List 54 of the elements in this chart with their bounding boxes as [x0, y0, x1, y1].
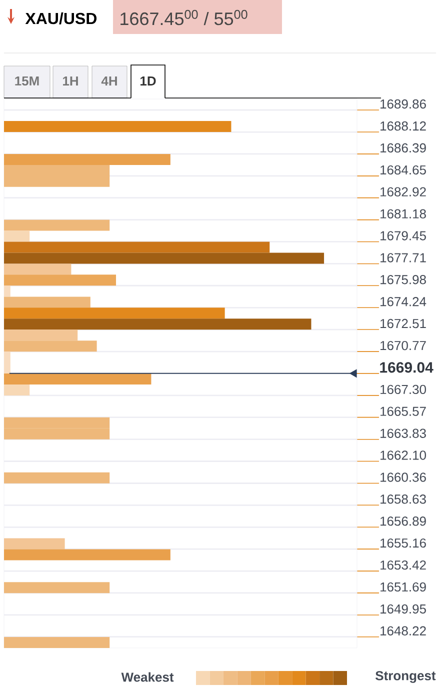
bar	[4, 296, 90, 308]
y-tick-label: 1686.39	[380, 143, 426, 153]
y-tick-label: 1689.86	[380, 99, 426, 109]
bar	[4, 308, 225, 319]
bar	[4, 582, 110, 594]
y-tick-label: 1679.45	[380, 231, 426, 240]
bar	[4, 384, 30, 396]
bar	[4, 330, 78, 341]
y-tick-label: 1684.65	[380, 165, 426, 175]
y-tick-label: 1651.69	[380, 582, 426, 592]
y-tick-label: 1670.77	[380, 340, 426, 350]
ref-line-label: 1669.04	[380, 362, 434, 373]
y-tick-label: 1662.10	[380, 450, 426, 460]
y-tick-label: 1674.24	[380, 297, 426, 306]
bar	[4, 549, 170, 560]
text: 4H	[101, 76, 117, 86]
y-tick-label: 1675.98	[380, 275, 426, 284]
bar	[4, 264, 72, 275]
y-tick-label: 1655.16	[380, 538, 426, 548]
bar	[4, 318, 312, 330]
chart-title: XAU/USD	[25, 12, 97, 24]
y-tick-label: 1648.22	[380, 626, 426, 636]
text: 15M	[15, 76, 39, 86]
y-tick-label: 1688.12	[380, 121, 426, 131]
y-tick-label: 1665.57	[380, 406, 426, 416]
text: Strongest	[376, 671, 436, 683]
bar	[4, 286, 10, 297]
y-tick-label: 1672.51	[380, 318, 426, 328]
y-tick-label: 1677.71	[380, 253, 426, 262]
bar	[4, 472, 110, 484]
bar	[4, 252, 324, 264]
bar	[4, 220, 110, 231]
y-tick-label: 1649.95	[380, 604, 426, 614]
bar	[4, 538, 65, 550]
y-tick-label: 1681.18	[380, 209, 426, 218]
bar	[4, 230, 30, 242]
bar	[4, 637, 110, 648]
y-tick-label: 1658.63	[380, 494, 426, 504]
y-tick-label: 1663.83	[380, 428, 426, 438]
bar	[4, 374, 152, 384]
bar	[4, 340, 97, 352]
text: 1D	[140, 76, 156, 86]
bar	[4, 242, 270, 253]
bar	[4, 154, 170, 165]
bar	[4, 274, 116, 286]
y-tick-label: 1656.89	[380, 516, 426, 526]
y-tick-label: 1653.42	[380, 560, 426, 570]
chart-subtitle: 1667.45$^{00}$ / 55$^{00}$	[120, 10, 248, 26]
text: Weakest	[121, 672, 174, 682]
bar	[4, 120, 232, 132]
y-tick-label: 1660.36	[380, 472, 426, 482]
y-tick-label: 1667.30	[380, 384, 426, 394]
y-tick-label: 1682.92	[380, 187, 426, 196]
text: 1H	[63, 76, 78, 86]
